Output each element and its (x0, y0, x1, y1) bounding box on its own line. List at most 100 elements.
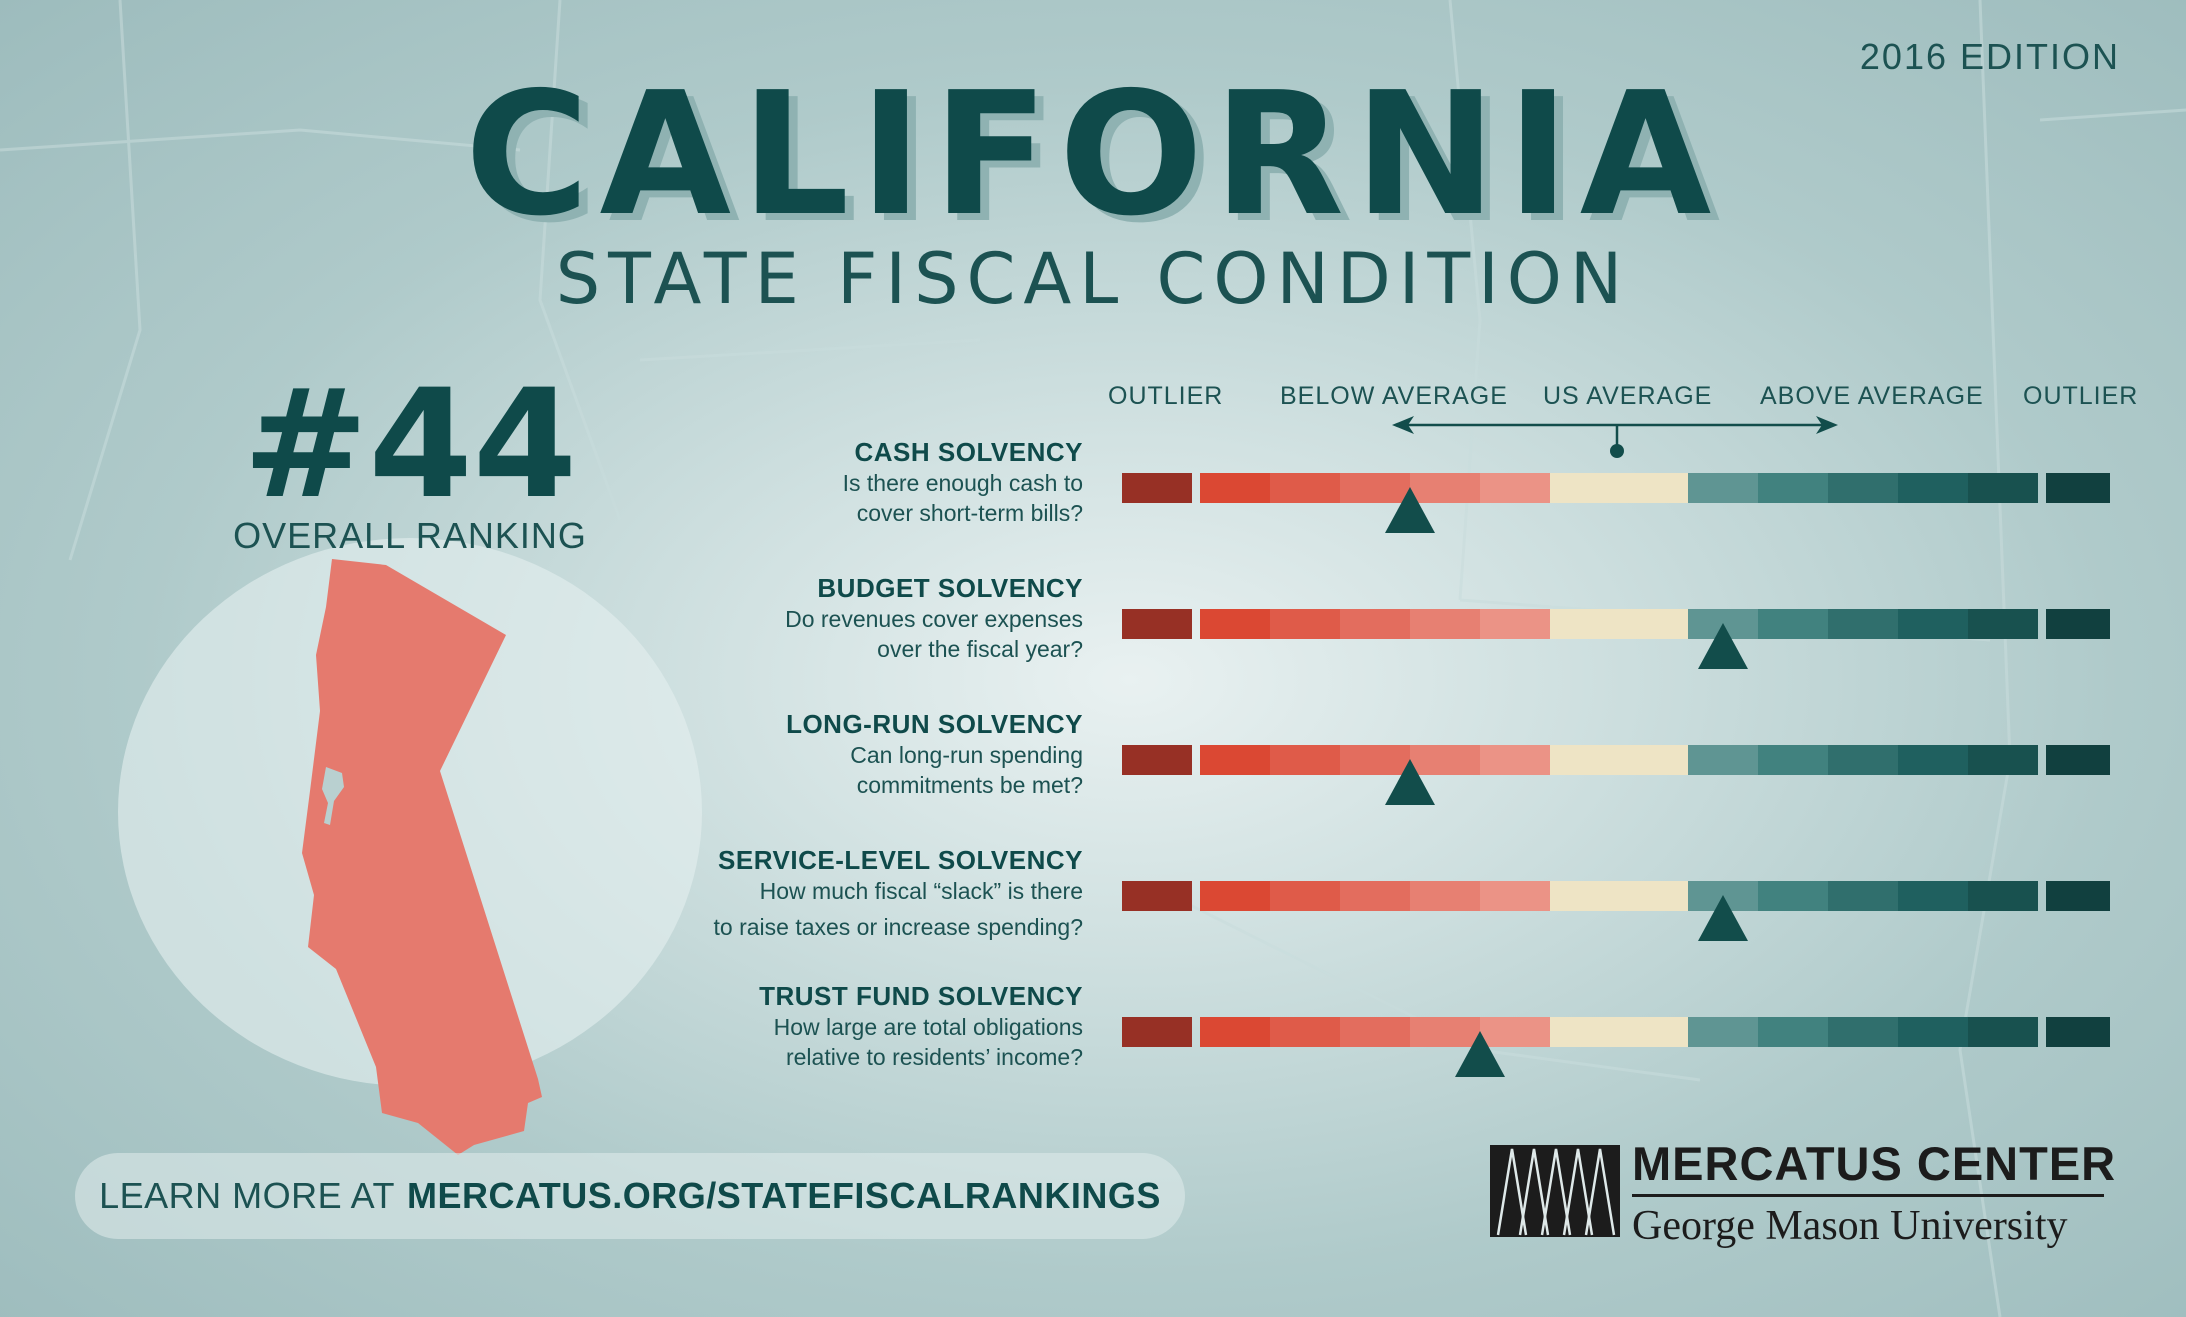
rating-segment (1758, 609, 1828, 639)
metric-budget-solvency: BUDGET SOLVENCY Do revenues cover expens… (363, 572, 1083, 664)
rating-segment (2046, 1017, 2110, 1047)
rating-segment (1480, 1017, 1550, 1047)
rating-segment (1410, 473, 1480, 503)
scale-heading-outlier-low: OUTLIER (1108, 382, 1224, 410)
rating-segment (1340, 473, 1410, 503)
rating-segment (1828, 609, 1898, 639)
metric-cash-solvency: CASH SOLVENCY Is there enough cash to co… (363, 436, 1083, 528)
rating-segment (1270, 745, 1340, 775)
rating-marker (1385, 759, 1435, 805)
overall-rank-number: #44 (242, 358, 578, 532)
logo-divider (1632, 1194, 2104, 1197)
learn-more-link[interactable]: MERCATUS.ORG/STATEFISCALRANKINGS (406, 1175, 1161, 1216)
rating-segment (1550, 881, 1688, 911)
metric-service-level-solvency: SERVICE-LEVEL SOLVENCY How much fiscal “… (363, 844, 1084, 942)
rating-segment (2046, 881, 2110, 911)
metric-title: BUDGET SOLVENCY (817, 573, 1083, 603)
scale-heading-outlier-high: OUTLIER (2023, 382, 2139, 410)
rating-segment (1550, 745, 1688, 775)
rating-segment (1828, 1017, 1898, 1047)
rating-segment (1758, 473, 1828, 503)
rating-segment (1122, 881, 1192, 911)
learn-more-label: LEARN MORE AT (99, 1175, 395, 1216)
rating-segment (1270, 609, 1340, 639)
rating-segment (1200, 473, 1270, 503)
metric-title: SERVICE-LEVEL SOLVENCY (718, 845, 1083, 875)
rating-segment (1898, 609, 1968, 639)
rating-segment (1968, 1017, 2038, 1047)
metric-question-line: Can long-run spending (850, 742, 1083, 768)
rating-segment (1122, 609, 1192, 639)
page-title: CALIFORNIA (464, 56, 1722, 254)
rating-segment (1480, 745, 1550, 775)
rating-bar-trust-fund-solvency (1122, 1017, 2110, 1077)
edition-label: 2016 EDITION (1859, 36, 2120, 77)
rating-segment (1550, 473, 1688, 503)
rating-segment (1410, 745, 1480, 775)
rating-segment (1968, 609, 2038, 639)
rating-segment (1550, 1017, 1688, 1047)
rating-segment (1758, 745, 1828, 775)
rating-segment (2046, 473, 2110, 503)
rating-segment (1828, 745, 1898, 775)
metric-trust-fund-solvency: TRUST FUND SOLVENCY How large are total … (363, 980, 1083, 1072)
rating-segment (1410, 1017, 1480, 1047)
metric-question-line: Is there enough cash to (842, 470, 1083, 496)
rating-segment (1200, 881, 1270, 911)
rating-segment (1968, 881, 2038, 911)
rating-segment (1898, 1017, 1968, 1047)
rating-segment (1898, 881, 1968, 911)
rating-segment (1270, 473, 1340, 503)
rating-segment (1122, 745, 1192, 775)
metric-title: TRUST FUND SOLVENCY (759, 981, 1083, 1011)
metric-title: CASH SOLVENCY (854, 437, 1083, 467)
rating-segment (1122, 473, 1192, 503)
rating-marker (1698, 895, 1748, 941)
rating-segment (1968, 473, 2038, 503)
rating-marker (1455, 1031, 1505, 1077)
rating-segment (1200, 1017, 1270, 1047)
rating-segment (1122, 1017, 1192, 1047)
mercatus-center-name: MERCATUS CENTER (1632, 1137, 2117, 1190)
scale-heading-below-average: BELOW AVERAGE (1280, 382, 1508, 410)
rating-segment (1480, 473, 1550, 503)
overall-rank-label: OVERALL RANKING (233, 515, 587, 556)
metric-question-line: over the fiscal year? (877, 636, 1083, 662)
rating-bar-cash-solvency (1122, 473, 2110, 533)
rating-segment (1688, 1017, 1758, 1047)
rating-segment (1340, 881, 1410, 911)
california-shape (302, 559, 542, 1155)
rating-segment (1828, 881, 1898, 911)
bay-area-water (322, 767, 344, 825)
metric-question-line: to raise taxes or increase spending? (713, 914, 1084, 940)
rating-segment (2046, 745, 2110, 775)
rating-bar-service-level-solvency (1122, 881, 2110, 941)
mercatus-logo-icon (1490, 1145, 1620, 1237)
rating-segment (1898, 745, 1968, 775)
rating-segment (1270, 1017, 1340, 1047)
rating-segment (1340, 609, 1410, 639)
rating-segment (2046, 609, 2110, 639)
rating-segment (1480, 881, 1550, 911)
scale-direction-arrow (1392, 416, 1838, 458)
rating-segment (1410, 881, 1480, 911)
george-mason-name: George Mason University (1632, 1203, 2068, 1249)
rating-segment (1968, 745, 2038, 775)
rating-bar-budget-solvency (1122, 609, 2110, 669)
rating-segment (1200, 745, 1270, 775)
rating-segment (1828, 473, 1898, 503)
metric-question-line: relative to residents’ income? (785, 1044, 1083, 1070)
rating-segment (1200, 609, 1270, 639)
metric-question-line: Do revenues cover expenses (785, 606, 1083, 632)
california-map-icon (302, 559, 542, 1155)
rating-segment (1898, 473, 1968, 503)
rating-segment (1688, 473, 1758, 503)
rating-segment (1758, 1017, 1828, 1047)
rating-marker (1385, 487, 1435, 533)
rating-segment (1340, 1017, 1410, 1047)
metric-question-line: cover short-term bills? (856, 500, 1083, 526)
scale-heading-us-average: US AVERAGE (1543, 382, 1713, 410)
metric-long-run-solvency: LONG-RUN SOLVENCY Can long-run spending … (363, 708, 1083, 800)
rating-segment (1688, 745, 1758, 775)
learn-more-banner[interactable]: LEARN MORE AT MERCATUS.ORG/STATEFISCALRA… (75, 1153, 1185, 1239)
